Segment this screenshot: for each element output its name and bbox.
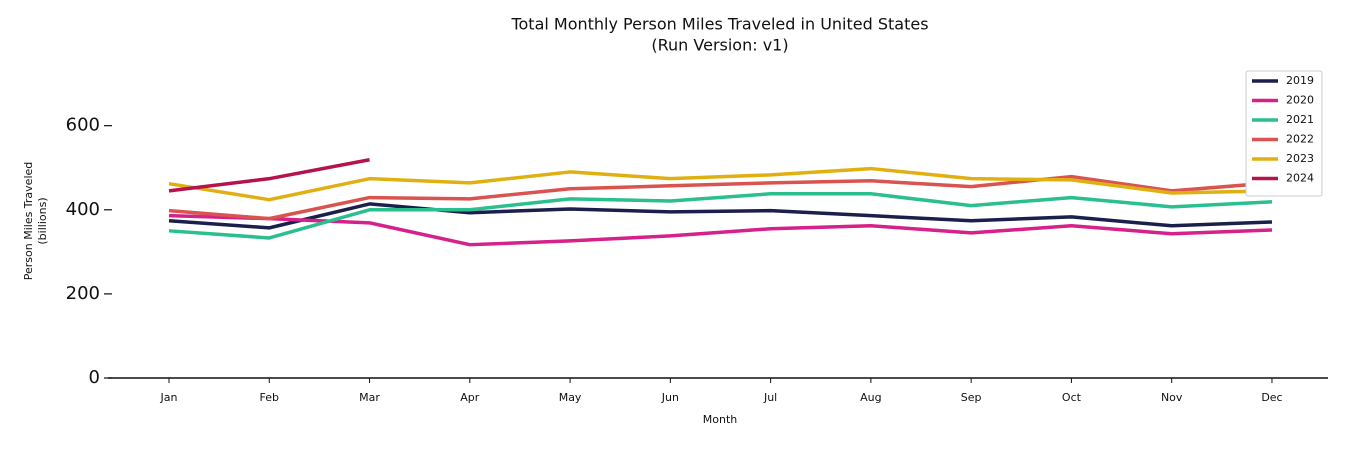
series-line xyxy=(168,166,1273,202)
x-axis-label: Month xyxy=(703,413,738,426)
x-tick-label: Jan xyxy=(160,391,178,404)
x-tick-label: Nov xyxy=(1161,391,1183,404)
chart-subtitle: (Run Version: v1) xyxy=(651,36,788,55)
series-line xyxy=(168,213,1273,247)
y-tick-label: 600 xyxy=(66,115,100,136)
legend: 2019 2020 2021 2022 2023 2024 xyxy=(1245,70,1323,197)
x-tick-label: Apr xyxy=(460,391,480,404)
legend-label: 2019 xyxy=(1286,74,1314,87)
x-tick-label: Jul xyxy=(763,391,777,404)
y-axis-label: (billions) xyxy=(36,197,49,244)
x-tick-label: Mar xyxy=(359,391,380,404)
series-line xyxy=(168,174,1273,221)
series-line xyxy=(168,158,370,193)
x-tick-label: Sep xyxy=(961,391,982,404)
y-axis-label: Person Miles Traveled xyxy=(22,162,35,281)
series-line xyxy=(168,192,1273,240)
series-line xyxy=(168,202,1273,230)
legend-label: 2020 xyxy=(1286,94,1314,107)
y-tick-label: 400 xyxy=(66,199,100,220)
x-tick-label: May xyxy=(559,391,582,404)
x-tick-label: Feb xyxy=(260,391,279,404)
chart-title: Total Monthly Person Miles Traveled in U… xyxy=(510,15,928,34)
x-tick-label: Jun xyxy=(661,391,679,404)
legend-label: 2022 xyxy=(1286,133,1314,146)
legend-label: 2024 xyxy=(1286,172,1314,185)
legend-label: 2023 xyxy=(1286,152,1314,165)
y-tick-label: 200 xyxy=(66,283,100,304)
x-tick-label: Oct xyxy=(1062,391,1082,404)
x-tick-label: Aug xyxy=(860,391,881,404)
legend-label: 2021 xyxy=(1286,113,1314,126)
x-tick-label: Dec xyxy=(1261,391,1282,404)
y-tick-label: 0 xyxy=(89,367,100,388)
